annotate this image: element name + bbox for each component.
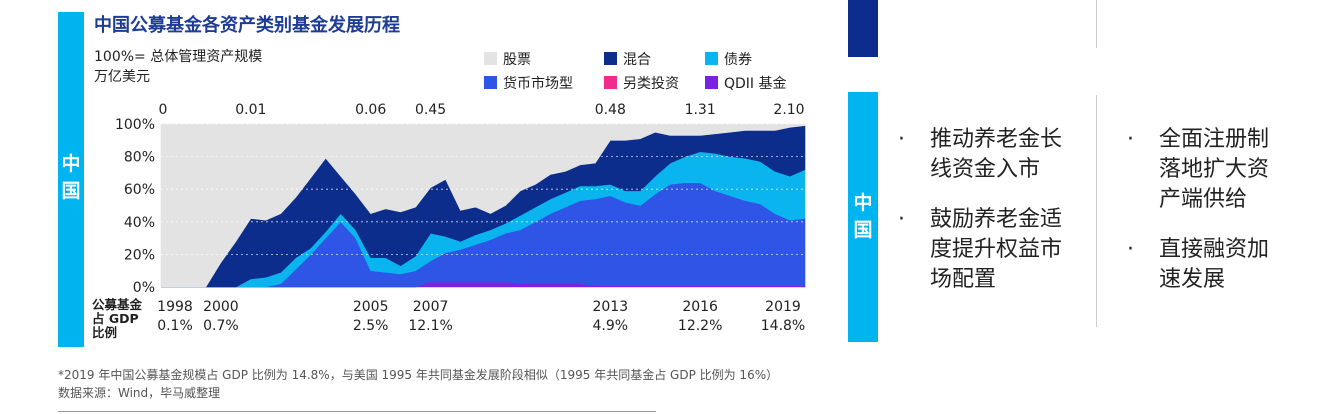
- y-tick-label: 80%: [124, 150, 155, 166]
- top-dark-block: [848, 0, 878, 57]
- aum-label: 2.10: [773, 102, 804, 118]
- right-side-label-char-2: 国: [853, 219, 873, 241]
- bullet-pension-long-term: · 推动养老金长 线资金入市: [898, 125, 1063, 185]
- legend-item-money-market: 货币市场型: [484, 73, 573, 93]
- x-tick-label: 2013: [592, 299, 628, 315]
- left-side-bar: [58, 12, 84, 347]
- gdp-ratio-value: 14.8%: [761, 318, 805, 334]
- year-labels: 1998 0.1% 2000 0.7% 2005 2.5% 2007 12.1% 2013 4.9…: [157, 299, 805, 334]
- aum-label: 0.01: [235, 102, 266, 118]
- legend-swatch: [705, 76, 718, 89]
- y-tick-label: 20%: [124, 247, 155, 263]
- bullet-line: 场配置: [930, 267, 997, 292]
- legend-label: 货币市场型: [503, 76, 573, 92]
- left-side-label-char-1: 中: [61, 153, 81, 175]
- bullet-dot: ·: [1127, 237, 1134, 262]
- left-side-label: 中 国: [58, 151, 84, 205]
- bullet-registration-system: · 全面注册制 落地扩大资 产端供给: [1127, 125, 1270, 215]
- chart-subtitle-unit: 万亿美元: [94, 69, 150, 85]
- bullet-line: 速发展: [1159, 267, 1226, 292]
- bullet-direct-financing: · 直接融资加 速发展: [1127, 235, 1270, 295]
- chart-gridlines: [161, 123, 805, 255]
- x-tick-label: 2005: [353, 299, 389, 315]
- bullet-line: 全面注册制: [1159, 127, 1270, 152]
- aum-label: 0.45: [415, 102, 446, 118]
- x-tick-label: 2007: [413, 299, 449, 315]
- bullet-line: 推动养老金长: [930, 127, 1063, 152]
- aum-labels: 0 0.01 0.06 0.45 0.48 1.31 2.10: [159, 102, 805, 118]
- column-divider: [1096, 95, 1097, 327]
- aum-label: 0: [159, 102, 168, 118]
- legend-item-alternative: 另类投资: [604, 73, 679, 93]
- legend-item-hybrid: 混合: [604, 49, 651, 69]
- legend-swatch: [484, 52, 497, 65]
- legend-label: QDII 基金: [724, 76, 787, 92]
- area-股票: [160, 123, 806, 288]
- gdp-ratio-value: 12.2%: [678, 318, 722, 334]
- gdp-ratio-value: 12.1%: [408, 318, 452, 334]
- footnote: *2019 年中国公募基金规模占 GDP 比例为 14.8%，与美国 1995 …: [58, 368, 779, 382]
- right-side-label-char-1: 中: [853, 192, 873, 214]
- right-side-label: 中 国: [850, 190, 876, 244]
- bullet-line: 落地扩大资: [1159, 157, 1270, 182]
- gdp-ratio-row-label-line-1: 公募基金: [92, 297, 143, 312]
- legend-item-qdii: QDII 基金: [705, 73, 787, 93]
- legend-swatch: [705, 52, 718, 65]
- chart-title: 中国公募基金各资产类别基金发展历程: [94, 15, 400, 36]
- legend-label: 另类投资: [623, 76, 679, 92]
- bullet-pension-equity: · 鼓励养老金适 度提升权益市 场配置: [898, 205, 1063, 295]
- y-axis-ticks: 0% 20% 40% 60% 80% 100%: [115, 117, 155, 296]
- y-tick-label: 0%: [133, 280, 155, 296]
- gdp-ratio-value: 0.7%: [203, 318, 239, 334]
- x-tick-label: 2016: [682, 299, 718, 315]
- bullet-line: 直接融资加: [1159, 237, 1270, 262]
- x-tick-label: 2019: [765, 299, 801, 315]
- gdp-ratio-row-label: 公募基金 占 GDP 比例: [92, 298, 162, 340]
- legend-swatch: [604, 76, 617, 89]
- gdp-ratio-row-label-line-3: 比例: [92, 325, 118, 340]
- top-divider: [1096, 0, 1097, 48]
- gdp-ratio-value: 0.1%: [157, 318, 193, 334]
- bottom-divider: [58, 411, 656, 412]
- aum-label: 0.06: [355, 102, 386, 118]
- left-side-label-char-2: 国: [61, 180, 81, 202]
- x-tick-label: 1998: [157, 299, 193, 315]
- legend-item-stock: 股票: [484, 49, 531, 69]
- stacked-area-chart: 0% 20% 40% 60% 80% 100% 0 0.01 0.06 0.45 0.48 1.31…: [115, 102, 806, 334]
- legend-label: 股票: [503, 52, 531, 68]
- bullet-line: 鼓励养老金适: [930, 207, 1063, 232]
- aum-label: 0.48: [595, 102, 626, 118]
- bullet-line: 线资金入市: [930, 157, 1041, 182]
- right-side-bar: [848, 92, 878, 342]
- gdp-ratio-value: 4.9%: [593, 318, 629, 334]
- y-tick-label: 40%: [124, 215, 155, 231]
- bullet-dot: ·: [1127, 127, 1134, 152]
- y-tick-label: 60%: [124, 182, 155, 198]
- aum-label: 1.31: [685, 102, 716, 118]
- gdp-ratio-row-label-line-2: 占 GDP: [92, 311, 139, 326]
- bullet-dot: ·: [898, 127, 905, 152]
- bullet-line: 产端供给: [1159, 187, 1248, 212]
- legend-item-bond: 债券: [705, 49, 752, 69]
- legend-label: 混合: [623, 52, 651, 68]
- legend-label: 债券: [724, 52, 752, 68]
- legend-swatch: [484, 76, 497, 89]
- bullet-line: 度提升权益市: [930, 237, 1063, 262]
- data-source: 数据来源：Wind，毕马威整理: [58, 386, 221, 400]
- y-tick-label: 100%: [115, 117, 155, 133]
- chart-subtitle-total: 100%= 总体管理资产规模: [94, 49, 263, 65]
- bullet-dot: ·: [898, 207, 905, 232]
- x-tick-label: 2000: [203, 299, 239, 315]
- chart-areas: [160, 123, 806, 288]
- gdp-ratio-value: 2.5%: [353, 318, 389, 334]
- legend-swatch: [604, 52, 617, 65]
